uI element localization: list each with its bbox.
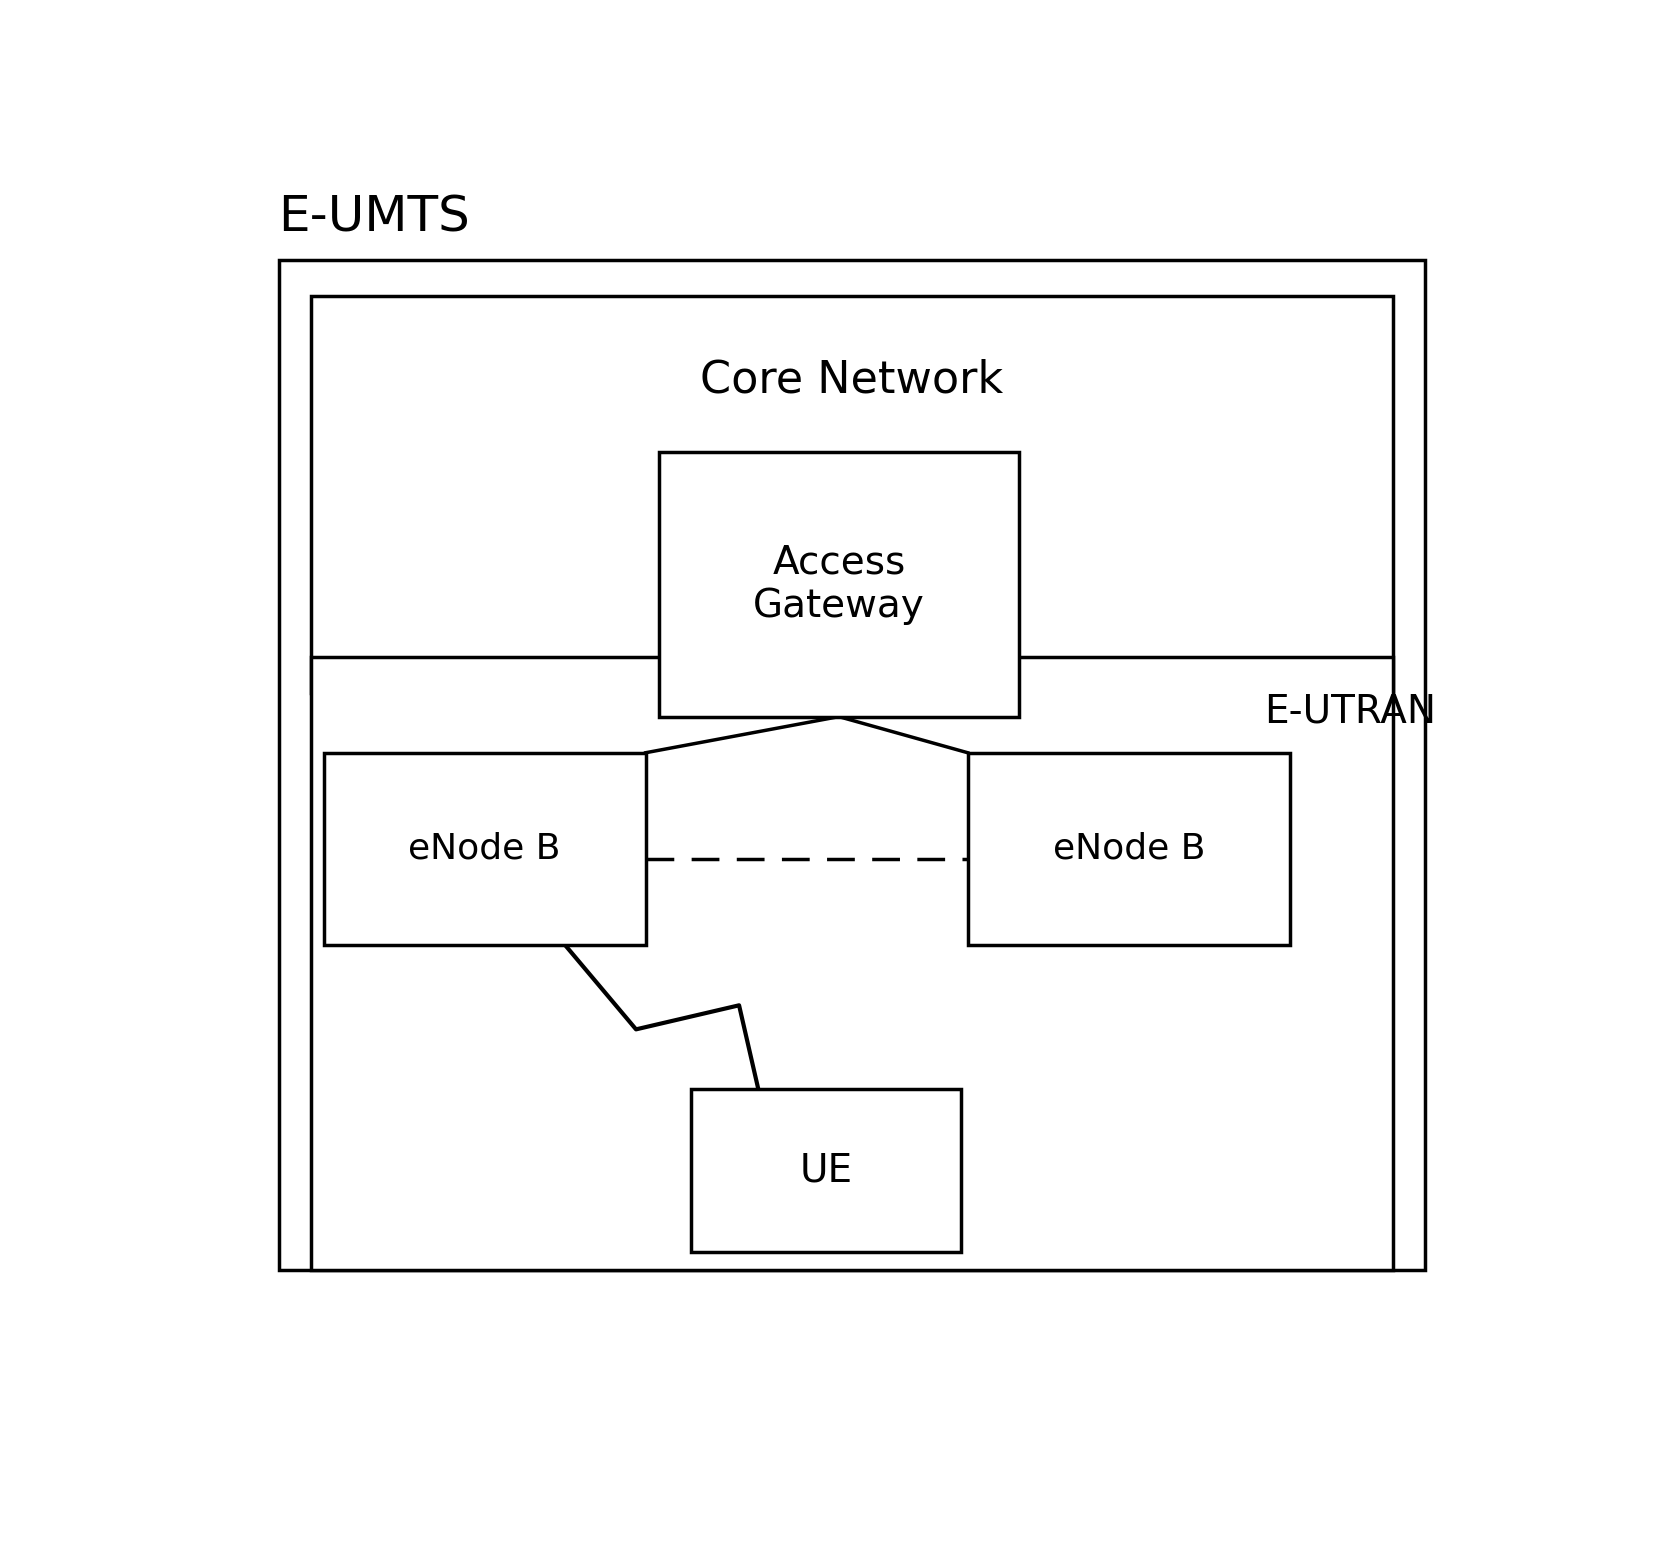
Text: eNode B: eNode B xyxy=(409,833,560,865)
Bar xyxy=(691,1090,961,1251)
Bar xyxy=(324,753,645,945)
Text: UE: UE xyxy=(799,1151,853,1190)
Bar xyxy=(311,656,1393,1270)
Bar xyxy=(311,295,1393,692)
Bar xyxy=(279,259,1424,1270)
Bar xyxy=(967,753,1290,945)
Text: E-UMTS: E-UMTS xyxy=(279,194,470,242)
Text: E-UTRAN: E-UTRAN xyxy=(1263,692,1436,731)
Text: eNode B: eNode B xyxy=(1052,833,1205,865)
Bar xyxy=(658,451,1019,717)
Text: Access
Gateway: Access Gateway xyxy=(753,544,924,625)
Text: Core Network: Core Network xyxy=(700,358,1004,401)
